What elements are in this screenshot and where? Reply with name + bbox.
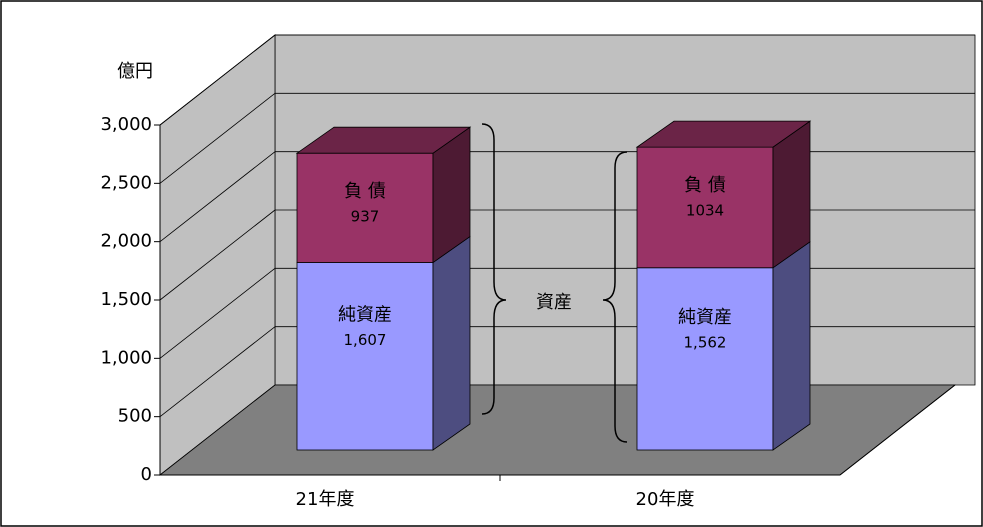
y-tick-label: 1,500: [100, 289, 152, 310]
data-label: 1,562: [684, 333, 727, 351]
bar-side: [432, 235, 471, 451]
y-tick-label: 2,500: [100, 172, 152, 193]
floor: [158, 384, 957, 476]
grid-line: [159, 268, 276, 359]
segment-name: 純資産: [678, 307, 732, 328]
segment-name: 純資産: [338, 304, 392, 325]
grid-line: [159, 151, 276, 242]
grid-line: [159, 93, 276, 184]
brace: [602, 151, 628, 443]
bar: [296, 152, 434, 263]
x-tick-label: 20年度: [636, 489, 695, 510]
segment-name: 負 債: [344, 181, 386, 202]
data-label: 937: [351, 208, 380, 226]
grid-line: [159, 326, 276, 417]
annotation: 資産: [536, 292, 572, 313]
y-tick-label: 0: [141, 464, 152, 485]
y-tick-label: 3,000: [100, 114, 152, 135]
brace: [481, 123, 507, 415]
bar: [296, 262, 434, 451]
y-tick-label: 2,000: [100, 231, 152, 252]
floor-edge: [839, 384, 956, 476]
grid-line: [159, 209, 276, 301]
data-label: 1,607: [344, 331, 387, 349]
y-tick-label: 500: [118, 406, 152, 427]
grid-line: [159, 34, 276, 126]
data-label: 1034: [686, 202, 724, 220]
segment-name: 負 債: [684, 175, 726, 196]
bar-top: [295, 126, 472, 154]
x-tick-label: 21年度: [296, 489, 355, 510]
unit-label: 億円: [117, 61, 153, 82]
bar-side: [772, 240, 811, 451]
bar-top: [635, 120, 812, 148]
y-tick-label: 1,000: [100, 347, 152, 368]
bar: [636, 146, 774, 269]
bar: [636, 267, 774, 451]
